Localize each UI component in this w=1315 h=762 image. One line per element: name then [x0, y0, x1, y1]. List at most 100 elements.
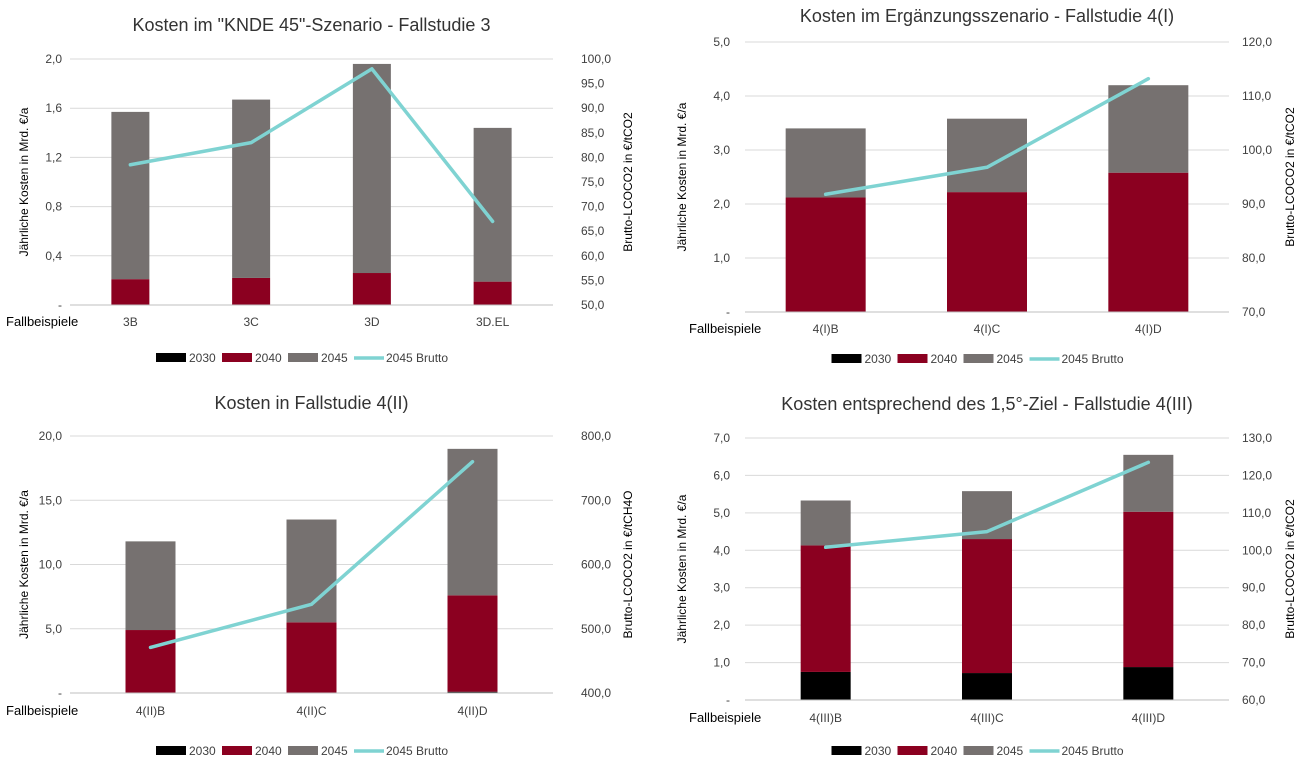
y2-tick-label: 100,0 [1242, 543, 1272, 557]
y2-tick-label: 60,0 [581, 249, 605, 263]
x-tick-label: 4(I)B [813, 322, 839, 336]
line-point [370, 67, 374, 71]
bar-2045-4(II)D [447, 448, 498, 596]
y2-tick-label: 90,0 [581, 101, 605, 115]
y2-tick-label: 95,0 [581, 77, 605, 91]
y-tick-label: 7,0 [713, 431, 730, 445]
bar-2045-3C [232, 99, 271, 278]
bar-2045-4(I)D [1108, 85, 1189, 173]
legend-label: 2045 Brutto [1062, 352, 1124, 366]
legend-swatch [288, 746, 318, 755]
legend-label: 2040 [255, 351, 282, 365]
x-tick-label: 4(III)B [809, 711, 842, 725]
x-axis-label: Fallbeispiele [6, 314, 78, 329]
bar-2040-3D.EL [473, 281, 512, 305]
y-tick-label: 10,0 [39, 558, 63, 572]
bar-2040-4(III)D [1123, 511, 1174, 668]
y2-tick-label: 110,0 [1242, 506, 1271, 520]
bar-2045-3D [352, 63, 391, 274]
x-tick-label: 4(I)D [1135, 322, 1162, 336]
x-tick-label: 4(II)D [458, 704, 488, 718]
bar-2040-4(II)B [125, 630, 176, 693]
y-tick-label: 5,0 [713, 506, 730, 520]
bar-2040-4(III)C [962, 539, 1012, 674]
bar-2040-4(I)C [947, 192, 1027, 312]
y2-tick-label: 110,0 [1242, 89, 1271, 103]
y2-tick-label: 85,0 [581, 126, 605, 140]
x-tick-label: 4(III)C [970, 711, 1004, 725]
line-point [310, 602, 313, 606]
y2-tick-label: 50,0 [581, 298, 605, 312]
y-tick-label: 1,2 [45, 150, 62, 164]
line-point [824, 545, 828, 549]
bar-2040-4(II)C [286, 622, 337, 693]
chart-4: Kosten entsprechend des 1,5°-Ziel - Fall… [675, 394, 1297, 758]
y2-tick-label: 90,0 [1242, 581, 1266, 595]
y2-axis-label: Brutto-LCOCO2 in €/tCO2 [1283, 107, 1297, 247]
bar-2040-3C [232, 277, 271, 305]
y-tick-label: 20,0 [39, 429, 63, 443]
bar-2040-3D [352, 273, 391, 305]
legend-swatch [222, 746, 252, 755]
y2-tick-label: 90,0 [1242, 197, 1266, 211]
bar-2040-4(III)B [800, 545, 851, 672]
legend-label: 2045 Brutto [1062, 744, 1124, 758]
legend-label: 2045 [321, 744, 348, 758]
legend-swatch [288, 353, 318, 362]
legend: 2030 2040 2045 2045 Brutto [156, 744, 448, 758]
line-point [985, 530, 989, 534]
y2-tick-label: 60,0 [1242, 693, 1266, 707]
x-axis-label: Fallbeispiele [6, 703, 78, 718]
y2-tick-label: 80,0 [1242, 251, 1266, 265]
y2-tick-label: 120,0 [1242, 35, 1272, 49]
y-tick-label: 15,0 [39, 493, 63, 507]
y-tick-label: 4,0 [713, 543, 730, 557]
y-tick-label: 0,4 [45, 249, 62, 263]
legend-label: 2045 [997, 352, 1024, 366]
y2-tick-label: 500,0 [581, 622, 611, 636]
bar-2040-3B [111, 279, 150, 305]
legend-label: 2030 [189, 744, 216, 758]
y2-tick-label: 70,0 [1242, 656, 1266, 670]
bar-2045-4(I)C [947, 118, 1027, 193]
y-tick-label: 1,0 [713, 656, 730, 670]
legend-label: 2030 [865, 352, 892, 366]
legend: 2030 2040 2045 2045 Brutto [831, 744, 1124, 758]
y-axis-label: Jährliche Kosten in Mrd. €/a [17, 490, 31, 639]
y2-tick-label: 75,0 [581, 175, 605, 189]
legend-swatch [831, 354, 862, 363]
y-tick-label: 6,0 [713, 468, 730, 482]
bar-2040-4(II)D [447, 595, 498, 692]
y2-tick-label: 130,0 [1242, 431, 1272, 445]
line-point [985, 165, 989, 169]
chart-title: Kosten im Ergänzungsszenario - Fallstudi… [800, 6, 1174, 26]
legend-label: 2045 Brutto [386, 351, 448, 365]
y2-tick-label: 700,0 [581, 493, 611, 507]
legend-label: 2030 [865, 744, 892, 758]
x-tick-label: 3D [364, 315, 380, 329]
legend: 2030 2040 2045 2045 Brutto [831, 352, 1124, 366]
y2-axis-label: Brutto-LCOCO2 in €/tCH4O [621, 490, 635, 638]
chart-title: Kosten in Fallstudie 4(II) [214, 393, 408, 413]
y-tick-label: 3,0 [713, 581, 730, 595]
y-tick-label: 2,0 [713, 618, 730, 632]
line-point [471, 460, 474, 464]
y2-tick-label: 70,0 [581, 200, 605, 214]
y2-axis-label: Brutto-LCOCO2 in €/tCO2 [621, 112, 635, 252]
x-tick-label: 4(II)B [136, 704, 165, 718]
y2-tick-label: 600,0 [581, 558, 611, 572]
y-axis-label: Jährliche Kosten in Mrd. €/a [17, 107, 31, 256]
y-tick-label: 4,0 [713, 89, 730, 103]
y2-tick-label: 65,0 [581, 224, 605, 238]
bar-2040-4(I)D [1108, 172, 1189, 312]
y-tick-label: 0,8 [45, 200, 62, 214]
y-tick-label: - [58, 686, 62, 700]
y2-tick-label: 120,0 [1242, 468, 1272, 482]
y2-tick-label: 55,0 [581, 273, 605, 287]
bar-2030-4(III)D [1123, 667, 1174, 700]
bar-2030-4(II)D [447, 691, 498, 693]
legend-swatch [897, 354, 928, 363]
x-tick-label: 4(II)C [297, 704, 327, 718]
chart-1: Kosten im "KNDE 45"-Szenario - Fallstudi… [6, 15, 635, 365]
